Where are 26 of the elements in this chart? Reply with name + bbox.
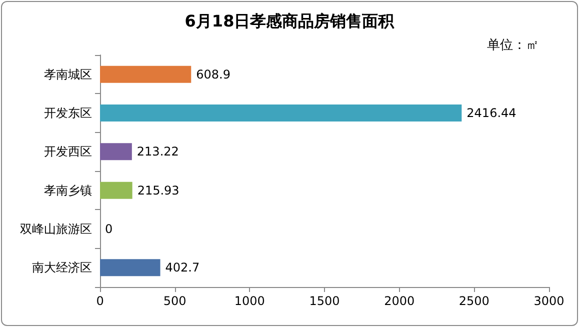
data-label: 0 — [105, 222, 113, 236]
data-label: 2416.44 — [466, 106, 516, 120]
y-tick-label: 孝南城区 — [44, 67, 92, 82]
x-tick-label: 1000 — [234, 294, 265, 308]
y-tick-label: 孝南乡镇 — [44, 183, 92, 198]
data-label: 215.93 — [137, 183, 180, 198]
text: 单位：㎡ — [487, 37, 539, 54]
y-tick-label: 双峰山旅游区 — [20, 222, 92, 236]
y-tick-label: 开发东区 — [44, 106, 92, 120]
bar — [100, 66, 192, 83]
bar — [100, 143, 132, 160]
y-tick-label: 南大经济区 — [32, 260, 92, 275]
x-tick-label: 500 — [163, 294, 186, 308]
bar — [100, 104, 462, 122]
x-tick-label: 1500 — [309, 294, 340, 308]
x-tick-label: 3000 — [534, 294, 564, 308]
bar — [100, 259, 160, 276]
chart-title: 6月18日孝感商品房销售面积 — [184, 12, 396, 30]
bar — [100, 182, 132, 199]
y-tick-label: 开发西区 — [44, 144, 92, 159]
data-label: 213.22 — [136, 144, 179, 159]
x-tick-label: 0 — [96, 294, 104, 308]
data-label: 608.9 — [196, 67, 230, 82]
data-label: 402.7 — [165, 260, 200, 275]
x-tick-label: 2500 — [458, 294, 490, 308]
x-tick-label: 2000 — [384, 294, 415, 308]
